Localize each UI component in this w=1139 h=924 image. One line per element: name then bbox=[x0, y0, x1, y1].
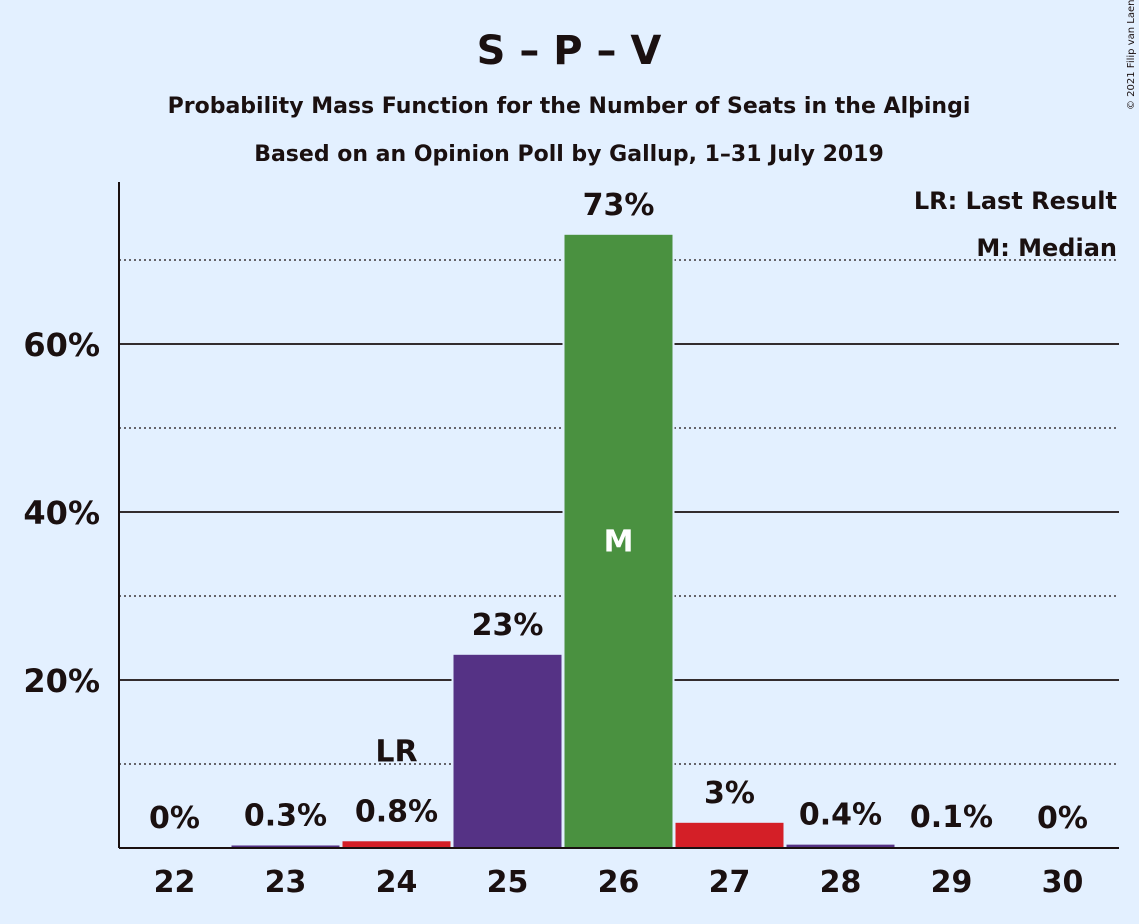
x-tick-label: 22 bbox=[154, 865, 196, 900]
legend-median: M: Median bbox=[976, 234, 1117, 262]
x-tick-label: 26 bbox=[598, 865, 640, 900]
bars bbox=[231, 234, 1006, 849]
bar-26 bbox=[564, 234, 673, 849]
data-label-27: 3% bbox=[704, 776, 755, 811]
bar-23 bbox=[231, 845, 340, 848]
bar-28 bbox=[786, 844, 895, 848]
y-tick-label: 40% bbox=[23, 494, 100, 532]
x-tick-label: 25 bbox=[487, 865, 529, 900]
data-label-22: 0% bbox=[149, 801, 200, 836]
data-label-23: 0.3% bbox=[244, 798, 327, 833]
data-label-26: 73% bbox=[583, 188, 655, 223]
x-tick-label: 23 bbox=[265, 865, 307, 900]
bar-27 bbox=[675, 822, 784, 848]
data-labels: 0% 0.3% 0.8% LR 23% 73% M 3% 0.4% 0.1% 0% bbox=[149, 188, 1088, 836]
x-tick-label: 29 bbox=[931, 865, 973, 900]
x-tick-label: 30 bbox=[1042, 865, 1084, 900]
chart-title: S – P – V bbox=[477, 28, 662, 74]
bar-25 bbox=[453, 654, 562, 848]
x-tick-label: 28 bbox=[820, 865, 862, 900]
legend: LR: Last Result M: Median bbox=[914, 187, 1117, 262]
data-label-24: 0.8% bbox=[355, 794, 438, 829]
y-tick-label: 60% bbox=[23, 326, 100, 364]
data-label-28: 0.4% bbox=[799, 798, 882, 833]
chart-subtitle: Probability Mass Function for the Number… bbox=[168, 94, 971, 119]
bar-24 bbox=[342, 841, 451, 848]
data-label-25: 23% bbox=[472, 608, 544, 643]
x-tick-label: 24 bbox=[376, 865, 418, 900]
chart-subtitle-source: Based on an Opinion Poll by Gallup, 1–31… bbox=[254, 142, 884, 167]
data-label-30: 0% bbox=[1037, 801, 1088, 836]
copyright-note: © 2021 Filip van Laenen bbox=[1126, 0, 1137, 110]
data-label-29: 0.1% bbox=[910, 800, 993, 835]
legend-last-result: LR: Last Result bbox=[914, 187, 1117, 215]
x-axis-ticks: 22 23 24 25 26 27 28 29 30 bbox=[154, 865, 1084, 900]
y-axis-ticks: 20% 40% 60% bbox=[23, 326, 100, 700]
x-tick-label: 27 bbox=[709, 865, 751, 900]
last-result-marker: LR bbox=[375, 734, 417, 769]
y-tick-label: 20% bbox=[23, 662, 100, 700]
median-marker: M bbox=[604, 524, 634, 559]
